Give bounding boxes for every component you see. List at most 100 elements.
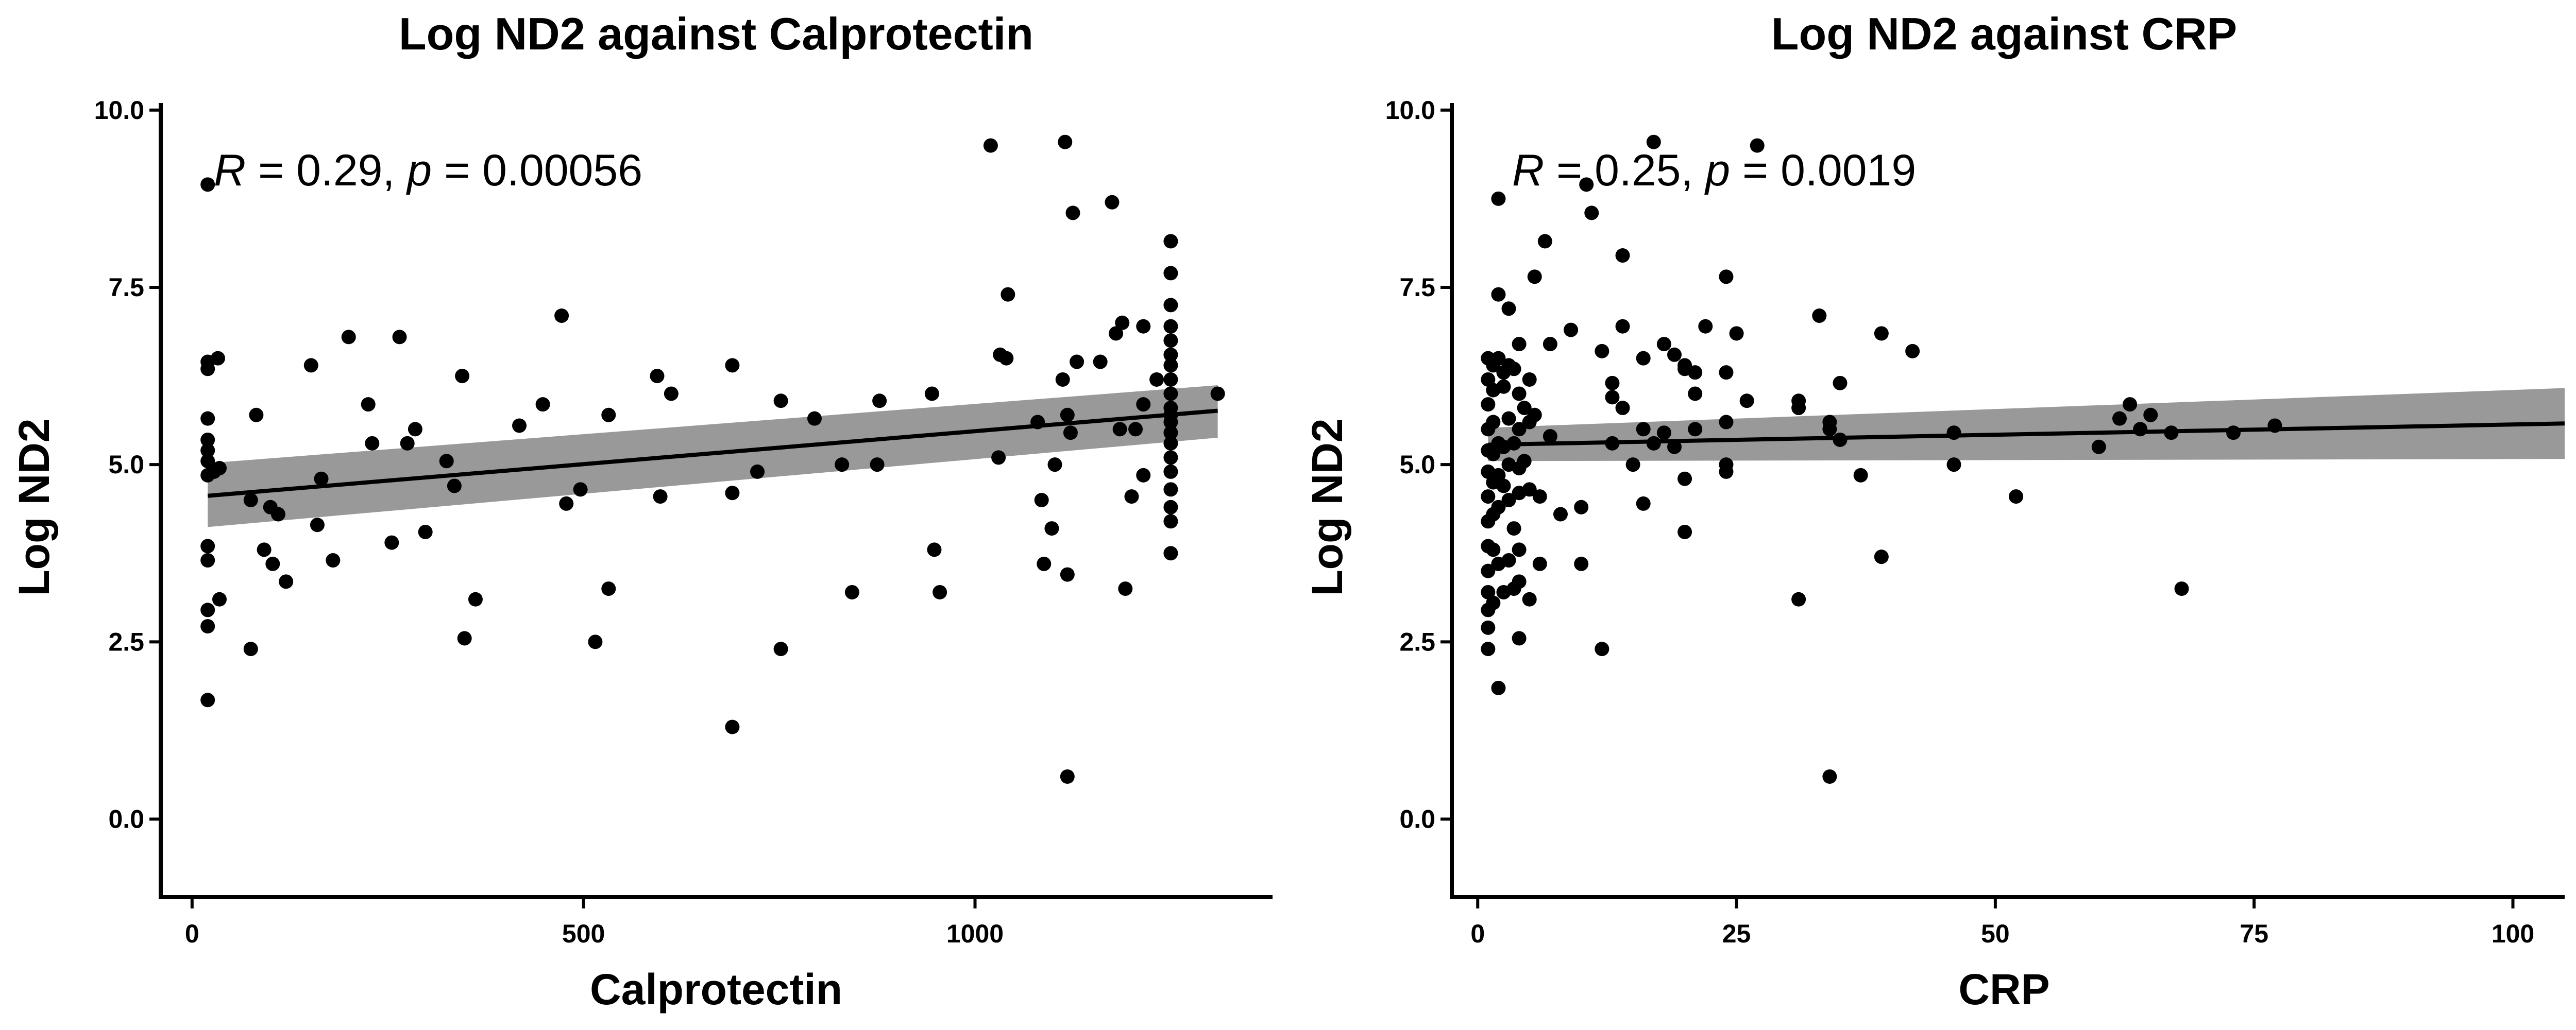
data-point [1481,397,1496,412]
data-point [1060,407,1075,422]
r-value: = 0.29, [246,146,407,195]
data-point [1853,468,1868,483]
data-point [1946,457,1961,472]
data-point [418,524,433,539]
data-point [1688,365,1703,380]
data-point [1646,134,1661,149]
data-point [650,369,665,384]
data-point [1491,287,1506,302]
y-tick-label: 7.5 [1399,273,1435,302]
ci-band-group [1488,388,2565,461]
data-point [1093,354,1108,369]
data-point [725,719,740,734]
regression-group [207,408,1218,498]
data-point [1501,553,1516,568]
data-point [1522,372,1537,387]
data-point [1512,337,1527,352]
data-point [512,418,527,433]
data-point [1044,521,1059,536]
data-point [400,436,415,451]
data-point [200,177,215,192]
data-point [447,478,462,493]
data-point [1163,514,1178,529]
data-point [1677,524,1692,539]
data-point [270,507,285,522]
data-point [1491,500,1506,514]
chart-title: Log ND2 against Calprotectin [399,8,1033,59]
data-point [773,642,788,657]
data-point [1163,425,1178,440]
data-point [1481,563,1496,578]
data-point [1136,319,1151,334]
data-point [1124,489,1139,504]
data-point [1034,493,1049,507]
data-point [1512,631,1527,646]
y-tick-label: 2.5 [108,627,144,656]
x-tick-label: 1000 [946,919,1004,948]
data-point [314,471,329,486]
data-point [279,574,294,589]
data-point [1625,457,1640,472]
panel-calprotectin: Log ND2 against Calprotectin 0 500 1000 0.… [10,8,1273,1014]
data-point [1729,326,1744,341]
data-point [844,585,859,599]
data-point [872,393,887,408]
data-point [1486,415,1501,430]
data-point [200,603,215,617]
data-point [1527,407,1542,422]
data-point [588,634,603,649]
data-point [999,351,1014,366]
data-point [1163,464,1178,479]
data-point [1070,354,1084,369]
data-point [1719,464,1734,479]
data-point [457,631,472,646]
data-point [1149,372,1164,387]
data-point [1055,372,1070,387]
data-point [870,457,885,472]
data-point [1163,415,1178,430]
p-value: = 0.00056 [432,146,642,195]
data-point [1833,375,1848,390]
data-point [1636,351,1651,366]
data-point [1688,386,1703,401]
confidence-band [208,385,1218,527]
data-point [1579,177,1594,192]
data-point [1118,581,1133,596]
data-point [554,308,569,323]
data-point [200,553,215,568]
regression-group [1488,421,2565,447]
data-point [365,436,380,451]
data-point [1791,592,1806,607]
data-point [1136,468,1151,483]
data-point [573,482,588,497]
data-point [1065,205,1080,220]
data-point [1163,546,1178,561]
data-point [1163,234,1178,249]
y-tick-label: 5.0 [1399,450,1435,479]
y-tick-label: 0.0 [1399,805,1435,834]
data-point [1128,422,1143,437]
regression-line [1488,421,2565,447]
data-point [933,585,947,599]
data-point [1543,337,1557,352]
r-label: R [1512,146,1544,195]
data-point [200,411,215,426]
data-point [1905,344,1920,358]
data-point [1001,287,1015,302]
data-point [807,411,822,426]
data-point [1946,425,1961,440]
data-point [361,397,376,412]
data-point [1719,415,1734,430]
data-point [243,642,258,657]
chart-title: Log ND2 against CRP [1771,8,2238,59]
data-point [1605,375,1620,390]
data-point [1163,358,1178,373]
data-point [1719,365,1734,380]
data-point [2226,425,2241,440]
data-point [1615,401,1630,416]
data-point [1512,574,1527,589]
data-point [1532,556,1547,571]
data-point [1063,425,1078,440]
p-label: p [405,146,432,195]
data-point [1501,411,1516,426]
